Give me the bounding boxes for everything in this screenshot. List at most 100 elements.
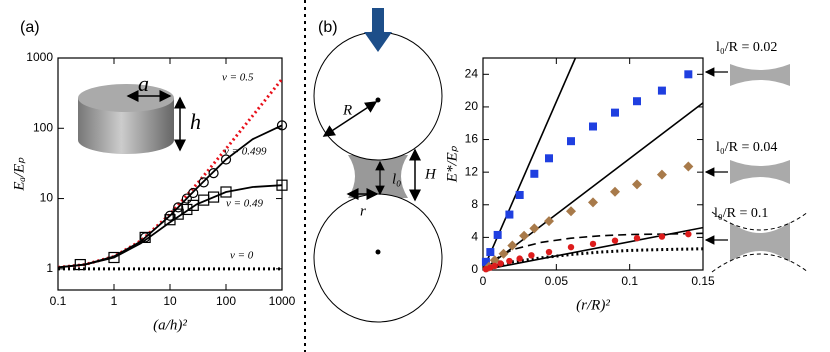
y-tick-label: 4 [471,230,478,244]
x-axis-label: (a/h)² [153,317,187,333]
y-tick-label: 100 [33,120,53,134]
fit-line [483,102,703,270]
x-tick-label: 1000 [269,294,296,308]
marker [632,179,642,190]
marker [611,108,619,117]
inset-label: a [138,71,149,96]
marker [610,186,620,197]
marker [181,203,193,216]
y-tick-label: 16 [465,132,479,146]
x-tick-label: 10 [163,294,177,308]
plot-frame [482,57,704,271]
marker [139,231,151,244]
x-tick-label: 0 [480,274,487,288]
marker [528,252,535,259]
marker [529,223,540,234]
marker [489,255,500,266]
neck-icons [711,64,809,273]
marker [173,202,184,213]
fit-line [483,226,703,270]
marker [656,169,667,180]
x-tick-label: 0.15 [691,274,715,288]
marker [611,237,619,244]
marker [567,243,575,251]
y-tick-label: 1000 [26,50,53,64]
marker [506,257,513,265]
marker [516,255,523,262]
cylinder-inset [78,84,186,154]
marker [181,193,192,204]
diagram-label: H [424,166,437,182]
marker [220,154,232,165]
curve-label: ν = 0.5 [222,72,254,84]
y-tick-label: 0 [471,262,478,276]
diagram-label: R [342,102,352,118]
legend-label: l₀/R = 0.04 [716,140,777,155]
marker [545,248,553,256]
panel-label: (a) [20,19,40,36]
marker [683,161,694,172]
y-tick-label: 12 [465,164,479,178]
marker [498,248,509,259]
y-tick-label: 20 [465,99,479,113]
y-tick-label: 24 [465,66,479,80]
marker [530,169,539,178]
fit-line [483,247,703,270]
inset-label: h [190,109,201,134]
diagram-label: l₀ [392,171,401,187]
x-tick-label: 0.1 [50,294,67,308]
marker [684,70,693,79]
marker [545,154,553,163]
curve [58,184,282,269]
marker [544,216,554,227]
marker [486,248,495,257]
marker [515,190,524,199]
y-axis-label: E*/Eₚ [444,145,460,183]
curve-label: ν = 0.499 [224,146,267,158]
marker [505,210,514,219]
y-tick-label: 1 [46,261,53,275]
marker [276,120,288,131]
y-axis-label: Eₐ/Eₚ [11,157,27,192]
marker [657,86,666,95]
fit-line [483,232,703,270]
curve-label: ν = 0.49 [226,198,264,210]
legend-label: l₀/R = 0.1 [714,206,768,221]
marker [208,168,219,179]
x-tick-label: 1 [111,294,118,308]
marker [493,230,502,239]
marker [220,186,232,198]
y-tick-label: 10 [40,191,54,205]
marker [633,97,641,106]
curve-label: ν = 0 [230,250,254,262]
marker [589,122,597,131]
marker [566,206,576,217]
marker [108,251,120,264]
x-tick-label: 0.05 [545,274,569,288]
x-tick-label: 100 [216,294,236,308]
marker [658,233,666,240]
marker [685,230,692,238]
x-axis-label: (r/R)² [576,297,610,313]
marker [74,258,86,271]
marker [507,240,518,251]
marker [497,260,504,267]
marker [519,230,530,241]
marker [276,179,288,191]
marker [567,137,575,146]
legend-label: l₀/R = 0.02 [716,40,777,55]
marker [207,191,220,203]
marker [198,177,209,188]
marker [188,187,199,199]
x-tick-label: 0.1 [621,274,638,288]
diagram-label: r [360,203,366,219]
marker [481,257,490,266]
spheres-diagram [313,8,443,323]
y-tick-label: 8 [471,197,478,211]
panel-label: (b) [318,19,338,36]
marker [589,240,597,248]
marker [588,197,598,208]
marker [633,235,641,242]
marker [491,262,498,270]
